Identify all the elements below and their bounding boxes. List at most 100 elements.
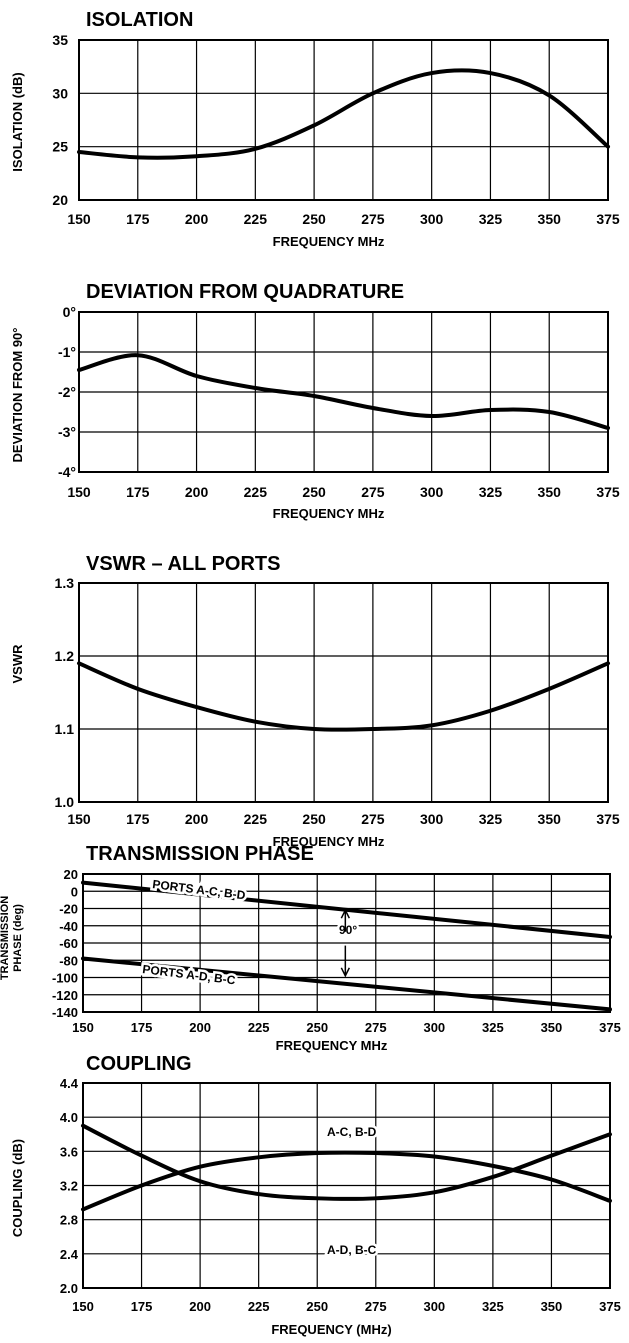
x-tick-label: 200 [189, 1020, 211, 1035]
x-tick-label: 275 [361, 211, 385, 227]
x-tick-label: 350 [538, 211, 562, 227]
series-line-1 [77, 68, 610, 160]
x-axis-label: FREQUENCY (MHz) [271, 1322, 391, 1337]
phase-arrowhead-down [340, 967, 350, 978]
y-axis-label: COUPLING (dB) [10, 1139, 25, 1237]
x-axis-label: FREQUENCY MHz [273, 834, 385, 849]
y-tick-label: -3° [58, 424, 76, 440]
chart-1: ISOLATION 150 175 200 225 250 275 300 325 350 375 2… [10, 9, 620, 249]
annotation-label: PORTS A-D, B-C [142, 962, 237, 987]
chart-title: DEVIATION FROM QUADRATURE [86, 281, 404, 303]
y-tick-label: 2.0 [60, 1281, 78, 1296]
y-tick-label: 1.1 [55, 721, 75, 737]
x-tick-label: 325 [479, 211, 503, 227]
series-line-1 [77, 661, 610, 732]
x-axis-label: FREQUENCY MHz [276, 1038, 388, 1053]
x-tick-label: 250 [302, 484, 326, 500]
x-tick-label: 300 [420, 484, 444, 500]
series-line-2 [81, 1123, 612, 1201]
y-tick-label: 1.0 [55, 794, 75, 810]
x-tick-label: 300 [420, 811, 444, 827]
y-axis-label: ISOLATION (dB) [10, 72, 25, 171]
x-tick-label: 375 [596, 211, 620, 227]
x-tick-label: 250 [302, 811, 326, 827]
x-tick-label: 200 [185, 484, 209, 500]
x-tick-label: 150 [72, 1020, 94, 1035]
x-tick-label: 375 [599, 1299, 621, 1314]
y-tick-label: 3.2 [60, 1179, 78, 1194]
y-tick-label: -140 [52, 1005, 78, 1020]
chart-title: VSWR – ALL PORTS [86, 553, 280, 575]
y-tick-label: 30 [52, 85, 68, 101]
chart-5: COUPLING 150 175 200 225 250 275 300 325 350 375 2.… [10, 1053, 621, 1337]
x-tick-label: 375 [599, 1020, 621, 1035]
x-axis-label: FREQUENCY MHz [273, 234, 385, 249]
x-tick-label: 275 [361, 484, 385, 500]
y-axis-label: VSWR [10, 644, 25, 684]
x-tick-label: 150 [67, 811, 91, 827]
x-tick-label: 275 [365, 1020, 387, 1035]
y-tick-label: -60 [59, 936, 78, 951]
y-axis-label-line2: PHASE (deg) [12, 904, 24, 972]
x-tick-label: 150 [72, 1299, 94, 1314]
x-tick-label: 225 [244, 211, 268, 227]
y-tick-label: 2.8 [60, 1213, 78, 1228]
x-tick-label: 375 [596, 811, 620, 827]
x-tick-label: 250 [306, 1299, 328, 1314]
x-tick-label: 300 [423, 1299, 445, 1314]
x-tick-label: 175 [131, 1299, 153, 1314]
x-tick-label: 275 [365, 1299, 387, 1314]
annotation-label: PORTS A-C, B-D [152, 877, 247, 902]
x-axis-label: FREQUENCY MHz [273, 506, 385, 521]
x-tick-label: 250 [306, 1020, 328, 1035]
chart-title: COUPLING [86, 1053, 192, 1075]
y-tick-label: 20 [64, 867, 78, 882]
x-tick-label: 325 [482, 1020, 504, 1035]
x-tick-label: 350 [538, 484, 562, 500]
x-tick-label: 200 [185, 811, 209, 827]
y-tick-label: -1° [58, 344, 76, 360]
x-tick-label: 225 [248, 1020, 270, 1035]
y-tick-label: 4.0 [60, 1110, 78, 1125]
chart-title: ISOLATION [86, 9, 193, 31]
x-tick-label: 350 [541, 1299, 563, 1314]
x-tick-label: 225 [248, 1299, 270, 1314]
x-tick-label: 250 [302, 211, 326, 227]
x-tick-label: 175 [126, 484, 150, 500]
plot-frame [78, 39, 609, 201]
y-tick-label: 25 [52, 139, 68, 155]
x-tick-label: 175 [126, 211, 150, 227]
y-tick-label: -20 [59, 902, 78, 917]
x-tick-label: 275 [361, 811, 385, 827]
x-tick-label: 150 [67, 484, 91, 500]
y-axis-label: TRANSMISSION [0, 896, 11, 980]
y-tick-label: 35 [52, 32, 68, 48]
y-tick-label: 20 [52, 192, 68, 208]
x-tick-label: 150 [67, 211, 91, 227]
y-tick-label: 1.2 [55, 648, 75, 664]
annotation-label: 90° [339, 923, 357, 937]
x-tick-label: 325 [482, 1299, 504, 1314]
y-tick-label: -120 [52, 988, 78, 1003]
x-tick-label: 325 [479, 484, 503, 500]
chart-title: TRANSMISSION PHASE [86, 843, 314, 865]
y-tick-label: -80 [59, 953, 78, 968]
series-line-2 [81, 956, 612, 1012]
annotation-label: A-D, B-C [327, 1243, 377, 1257]
y-tick-label: 0° [63, 304, 76, 320]
series-line-1 [81, 1150, 612, 1212]
y-tick-label: -2° [58, 384, 76, 400]
y-tick-label: -100 [52, 971, 78, 986]
annotation-label: A-C, B-D [327, 1125, 377, 1139]
y-tick-label: 1.3 [55, 575, 75, 591]
series-line-1 [77, 353, 610, 430]
y-tick-label: -40 [59, 919, 78, 934]
x-tick-label: 300 [420, 211, 444, 227]
x-tick-label: 350 [538, 811, 562, 827]
x-tick-label: 200 [185, 211, 209, 227]
y-tick-label: 4.4 [60, 1076, 79, 1091]
chart-3: VSWR – ALL PORTS 150 175 200 225 250 275 300 325… [10, 553, 620, 849]
plot-frame [78, 582, 609, 803]
